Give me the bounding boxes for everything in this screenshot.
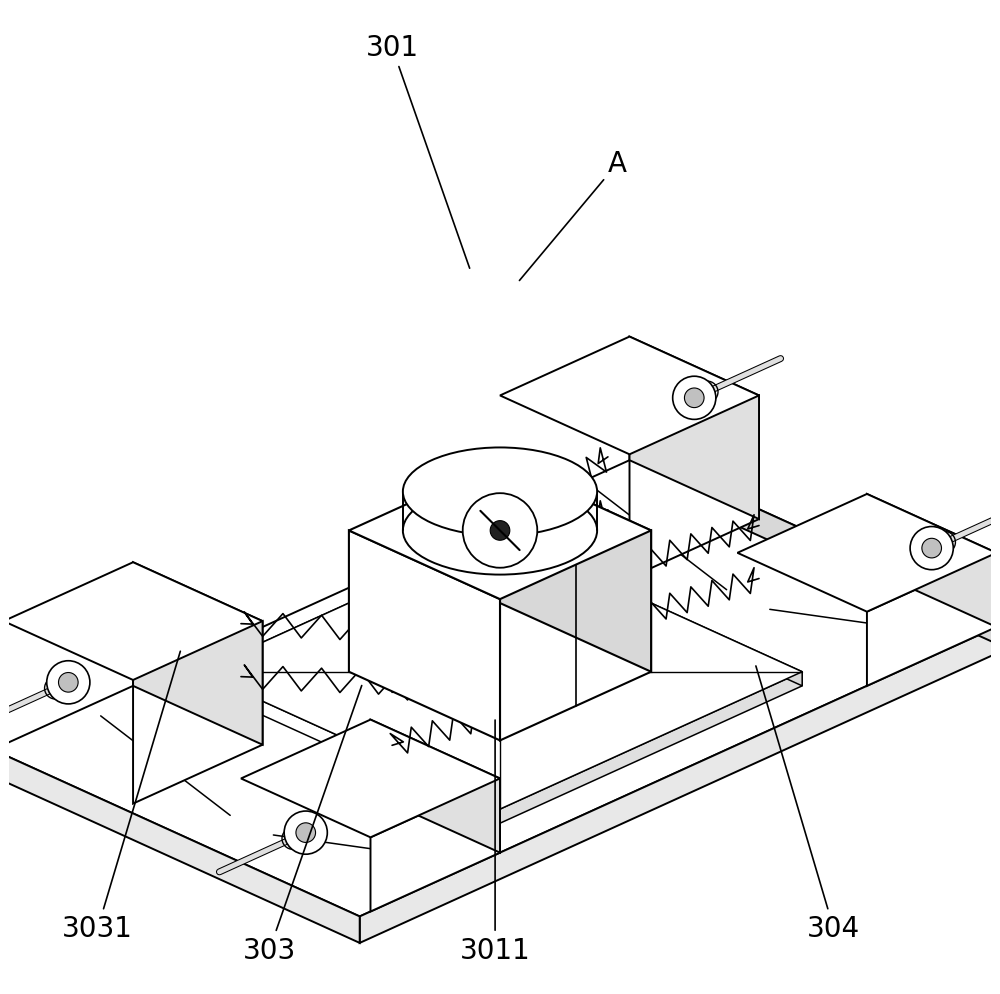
Circle shape [59, 673, 78, 693]
Circle shape [922, 539, 942, 559]
Polygon shape [500, 535, 802, 686]
Polygon shape [133, 621, 263, 804]
Polygon shape [737, 494, 996, 612]
Text: 304: 304 [756, 666, 860, 942]
Ellipse shape [403, 448, 597, 536]
Polygon shape [500, 462, 651, 672]
Polygon shape [370, 720, 500, 853]
Polygon shape [349, 531, 500, 741]
Polygon shape [867, 494, 996, 627]
Polygon shape [0, 749, 360, 943]
Polygon shape [133, 563, 263, 745]
Polygon shape [867, 554, 996, 686]
Polygon shape [198, 535, 500, 686]
Polygon shape [640, 456, 1000, 649]
Text: 3031: 3031 [62, 652, 180, 942]
Polygon shape [241, 720, 500, 838]
Circle shape [47, 661, 90, 704]
Polygon shape [500, 672, 802, 823]
Circle shape [296, 823, 316, 843]
Circle shape [910, 527, 953, 571]
Polygon shape [500, 531, 651, 741]
Polygon shape [349, 462, 651, 599]
Text: A: A [519, 150, 627, 281]
Polygon shape [198, 672, 500, 823]
Ellipse shape [403, 487, 597, 575]
Circle shape [673, 377, 716, 419]
Polygon shape [370, 778, 500, 911]
Polygon shape [4, 563, 263, 680]
Circle shape [490, 521, 510, 541]
Polygon shape [198, 535, 802, 809]
Text: 303: 303 [243, 686, 362, 964]
Polygon shape [630, 396, 759, 579]
Polygon shape [0, 456, 1000, 916]
Polygon shape [630, 337, 759, 520]
Polygon shape [360, 622, 1000, 943]
Circle shape [463, 494, 537, 569]
Circle shape [284, 811, 327, 855]
Polygon shape [500, 337, 759, 455]
Text: 3011: 3011 [460, 721, 530, 964]
Circle shape [684, 389, 704, 409]
Text: 301: 301 [366, 34, 470, 269]
